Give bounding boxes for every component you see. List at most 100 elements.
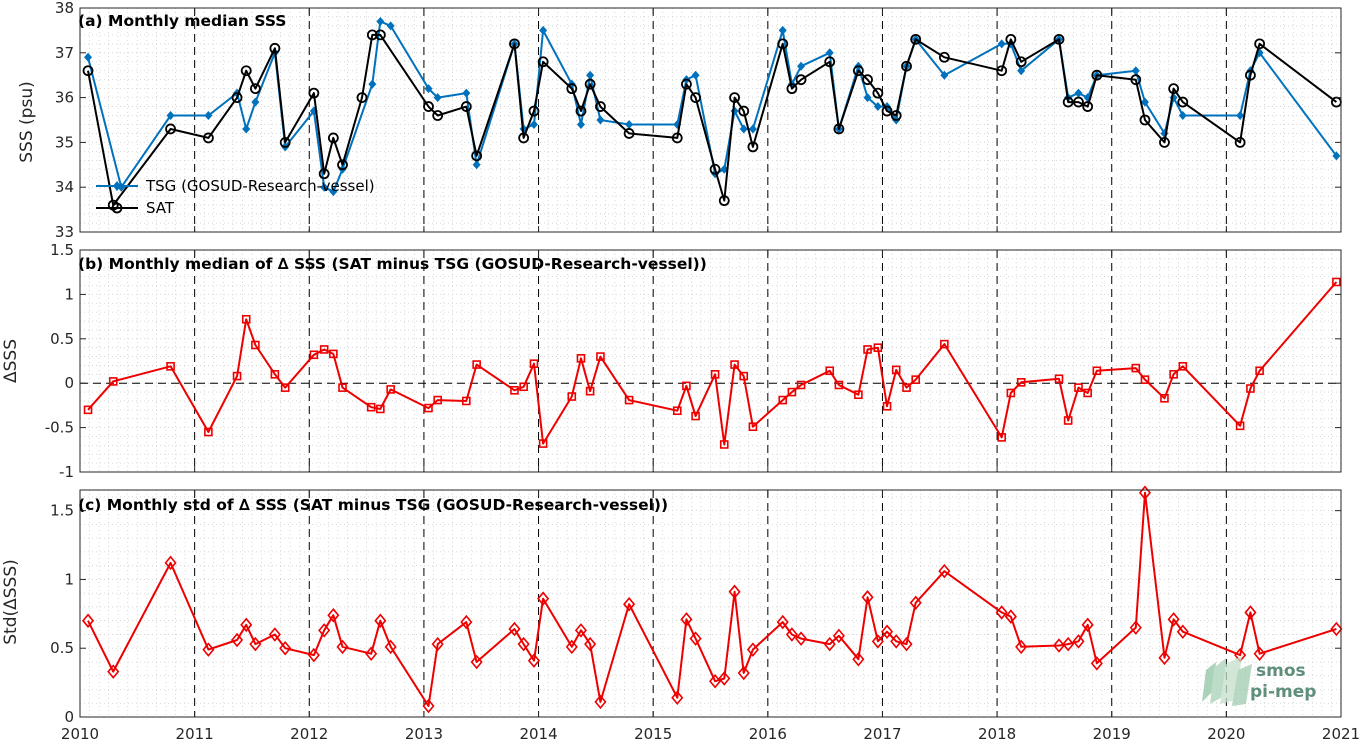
panel-b-series-0-point bbox=[472, 360, 481, 369]
xtick-label: 2021 bbox=[1322, 725, 1360, 743]
panel-b-series-0-point bbox=[1140, 375, 1150, 384]
panel-a-series-0-point bbox=[596, 115, 605, 125]
panel-c-series-0-point bbox=[890, 634, 903, 649]
panel-c-series-0-point bbox=[574, 623, 588, 638]
panel-a-series-1-point bbox=[1245, 69, 1256, 81]
panel-a-ylabel: SSS (psu) bbox=[17, 81, 37, 162]
panel-a-series-1-point bbox=[872, 87, 884, 99]
panel-a-ytick-label: 33 bbox=[55, 223, 74, 241]
panel-a-legend: TSG (GOSUD-Research-vessel) SAT bbox=[96, 177, 375, 217]
panel-a-series-1-point bbox=[1254, 38, 1266, 50]
panel-a-series-1-point bbox=[709, 163, 721, 175]
panel-a-series-1-point bbox=[1177, 96, 1189, 108]
panel-c-series-0-point bbox=[832, 628, 845, 644]
panel-c-series-0-point bbox=[852, 651, 865, 667]
panel-a-series-1-point bbox=[681, 78, 692, 90]
panel-a-title: (a) Monthly median SSS bbox=[78, 12, 286, 30]
panel-a-series-1-point bbox=[1073, 96, 1084, 108]
panel-a-series-1-point bbox=[269, 42, 281, 54]
panel-c-series-0-line bbox=[87, 491, 1337, 707]
panel-c-series-0-point bbox=[1081, 617, 1094, 633]
panel-a-series-0-point bbox=[424, 84, 433, 94]
xtick-label: 2012 bbox=[290, 725, 328, 743]
panel-c-series-0-point bbox=[1052, 638, 1066, 653]
panel-c-series-0-point bbox=[164, 555, 177, 571]
logo-text-smos: smos bbox=[1256, 661, 1306, 681]
panel-b-series-0-point bbox=[863, 345, 872, 354]
panel-b-series-0-point bbox=[787, 387, 797, 397]
panel-b-series-0-point bbox=[1054, 374, 1064, 384]
panel-b-series-0-point bbox=[902, 383, 911, 392]
panel-b-series-0-point bbox=[691, 411, 700, 421]
panel-b-series-0-point bbox=[1074, 383, 1083, 392]
panel-a-series-1-point bbox=[996, 65, 1008, 77]
panel-c-ylabel: Std(ΔSSS) bbox=[1, 559, 21, 645]
panel-b-series-0-point bbox=[891, 365, 901, 375]
panel-c-ytick-label: 1.5 bbox=[50, 502, 74, 520]
panel-c-series-0-point bbox=[1167, 612, 1180, 627]
panel-a-series-0-point bbox=[691, 70, 700, 80]
panel-a-series-0-point bbox=[376, 16, 385, 26]
panel-a-series-0-point bbox=[739, 124, 748, 134]
panel-b-series-0-point bbox=[1246, 384, 1255, 393]
panel-b-series-0-line bbox=[87, 281, 1338, 446]
panel-c-axes-frame bbox=[79, 489, 1342, 718]
panel-a-series-1-point bbox=[231, 92, 243, 103]
panel-a-series-1-point bbox=[240, 65, 252, 77]
panel-b-series-0-point bbox=[748, 422, 758, 432]
panel-a-series-1-point bbox=[671, 132, 683, 144]
panel-b-series-0-point bbox=[366, 402, 376, 412]
panel-c-series-0-point bbox=[517, 636, 530, 652]
xtick-label: 2018 bbox=[978, 725, 1016, 743]
panel-a-ytick-label: 35 bbox=[55, 133, 74, 151]
panel-a-series-0-point bbox=[529, 119, 538, 129]
panel-b-series-0-point bbox=[1016, 378, 1026, 387]
panel-a-series-1-point bbox=[938, 51, 950, 63]
panel-b-series-0-point bbox=[338, 383, 347, 392]
panel-a-series-0-point bbox=[586, 70, 595, 80]
panel-c-series-0-point bbox=[307, 647, 320, 663]
panel-b-series-0-point bbox=[424, 403, 433, 413]
panel-b-axes-frame bbox=[79, 249, 1342, 473]
panel-a-series-1-point bbox=[1130, 74, 1142, 86]
panel-a-series-0-point bbox=[204, 111, 213, 121]
panel-c-series-0-point bbox=[318, 623, 331, 638]
xtick-label: 2011 bbox=[176, 725, 214, 743]
panel-b-series-0-point bbox=[251, 340, 260, 350]
panel-c-series-0-point bbox=[1138, 485, 1152, 501]
panel-b-series-0-point bbox=[204, 427, 213, 437]
panel-a-series-1-point bbox=[308, 87, 320, 99]
panel-a-ytick-label: 37 bbox=[55, 44, 74, 62]
panel-c-series-0-point bbox=[508, 621, 521, 637]
panel-c-series-0-point bbox=[1330, 621, 1343, 637]
panel-c-ytick-label: 1 bbox=[64, 570, 74, 588]
panel-a-series-1-point bbox=[1091, 69, 1103, 81]
logo-text-pi-mep: pi-mep bbox=[1250, 682, 1316, 702]
panel-c-series-0-point bbox=[709, 673, 722, 689]
panel-c-series-0-point bbox=[374, 613, 387, 628]
panel-b-series-0-point bbox=[1131, 363, 1141, 373]
panel-b-series-0-point bbox=[166, 362, 175, 371]
panel-b-series-0-point bbox=[596, 352, 605, 361]
panel-b-series-0-point bbox=[710, 370, 720, 379]
panel-b-series-0-point bbox=[538, 439, 548, 448]
panel-a-series-0-point bbox=[1131, 66, 1140, 76]
panel-b-series-0-point bbox=[576, 354, 586, 363]
panel-b-series-0-point bbox=[376, 404, 385, 414]
panel-a-series-1-point bbox=[718, 195, 730, 207]
panel-b-ytick-label: 1 bbox=[64, 285, 74, 303]
panel-c-series-0-point bbox=[107, 664, 120, 679]
panel-c-series-0-point bbox=[231, 632, 244, 648]
panel-a-series-1-point bbox=[738, 105, 750, 117]
panel-b-series-0-point bbox=[232, 371, 242, 381]
panel-a-series-1-point bbox=[566, 83, 578, 95]
panel-a-series-1-point bbox=[471, 150, 483, 162]
logo-wave-icon bbox=[1202, 656, 1252, 706]
panel-b-ytick-label: -0.5 bbox=[45, 419, 74, 437]
panel-b-series-0-point bbox=[854, 390, 863, 400]
xtick-label: 2015 bbox=[634, 725, 672, 743]
panel-b-series-0-point bbox=[1006, 388, 1016, 398]
panel-a-series-1-point bbox=[575, 105, 587, 117]
panel-a-series-1-point bbox=[786, 83, 798, 95]
panel-c-std-delta-sss: 0 0.5 1 1.5 2010 2011 2012 2013 2014 2015 2016 2017… bbox=[1, 485, 1360, 743]
